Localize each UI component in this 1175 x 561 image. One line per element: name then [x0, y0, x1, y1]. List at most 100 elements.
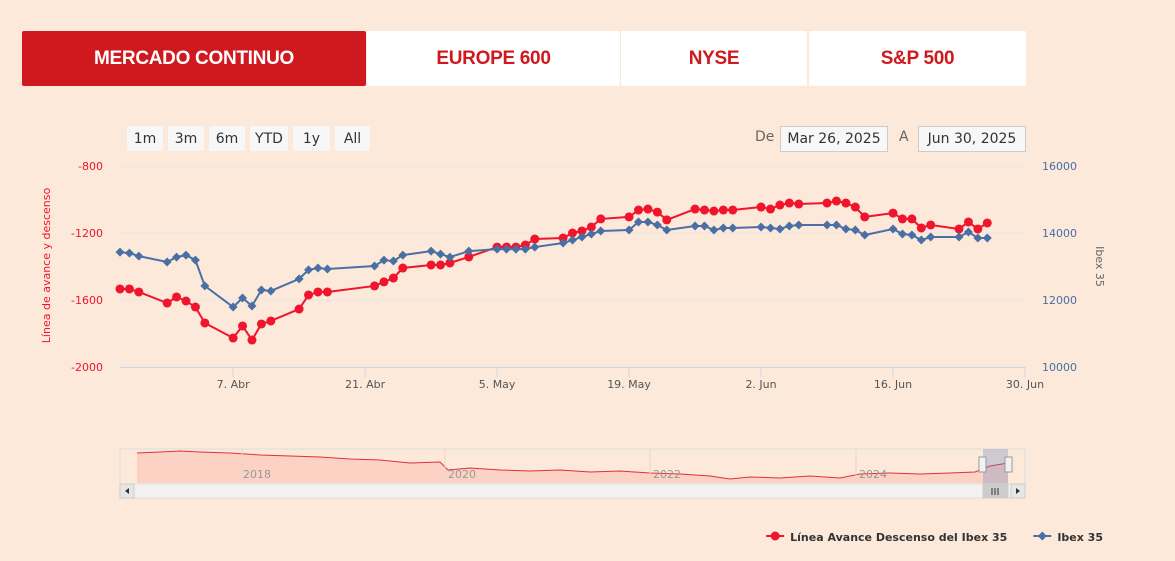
point [699, 221, 709, 231]
point [388, 256, 398, 266]
date-input[interactable]: Jun 30, 2025 [918, 126, 1026, 152]
point [322, 264, 332, 274]
point [124, 284, 134, 294]
scrollbar-button[interactable] [1010, 483, 1026, 499]
legend-symbol [1037, 531, 1047, 541]
legend-item: Ibex 35 [1033, 531, 1103, 544]
x-tick-label: 7. Abr [217, 378, 250, 391]
point [577, 232, 587, 242]
tab[interactable]: S&P 500 [809, 31, 1026, 86]
point [794, 220, 804, 230]
point [238, 321, 248, 331]
point [558, 233, 568, 243]
point [502, 244, 512, 254]
point [181, 296, 191, 306]
range-button[interactable]: 6m [209, 126, 245, 151]
point [445, 258, 455, 268]
point [888, 208, 898, 218]
point [624, 225, 634, 235]
point [190, 302, 200, 312]
point [464, 252, 474, 262]
point [916, 223, 926, 233]
navigator-line [136, 450, 1009, 480]
point [266, 316, 276, 326]
point [398, 263, 408, 273]
navigator-label: 2020 [448, 468, 476, 481]
point [897, 214, 907, 224]
y-axis-title: Línea de avance y descenso [40, 188, 53, 344]
point [313, 263, 323, 273]
navigator-label: 2018 [243, 468, 271, 481]
scrollbar-arrow [1016, 488, 1020, 494]
point [756, 222, 766, 232]
navigator-frame [119, 448, 1026, 485]
point [709, 206, 719, 216]
range-button[interactable]: 1y [293, 126, 330, 151]
y2-tick-label: 12000 [1042, 294, 1077, 307]
point [436, 260, 446, 270]
y2-tick-label: 16000 [1042, 160, 1077, 173]
point [370, 281, 380, 291]
point [426, 246, 436, 256]
scrollbar-track[interactable] [119, 483, 1026, 499]
point [624, 212, 634, 222]
point [558, 238, 568, 248]
scrollbar-button[interactable] [119, 483, 135, 499]
point [690, 221, 700, 231]
point [370, 261, 380, 271]
navigator-handle[interactable] [978, 456, 987, 473]
point [294, 274, 304, 284]
date-label: De [755, 129, 775, 145]
point [850, 202, 860, 212]
point [728, 223, 738, 233]
point [652, 220, 662, 230]
point [379, 277, 389, 287]
point [511, 244, 521, 254]
point [954, 224, 964, 234]
point [728, 205, 738, 215]
point [228, 333, 238, 343]
point [841, 224, 851, 234]
navigator-handle[interactable] [1004, 456, 1013, 473]
point [907, 214, 917, 224]
point [596, 214, 606, 224]
point [256, 285, 266, 295]
range-button[interactable]: 3m [168, 126, 204, 151]
point [124, 248, 134, 258]
point [643, 204, 653, 214]
point [228, 302, 238, 312]
range-button[interactable]: YTD [250, 126, 288, 151]
point [756, 202, 766, 212]
point [464, 246, 474, 256]
point [633, 217, 643, 227]
navigator-label: 2022 [653, 468, 681, 481]
tab[interactable]: EUROPE 600 [367, 31, 620, 86]
point [162, 298, 172, 308]
scrollbar-thumb[interactable] [982, 483, 1009, 499]
point [841, 198, 851, 208]
point [831, 196, 841, 206]
range-button[interactable]: 1m [127, 126, 163, 151]
y-tick-label: -800 [78, 160, 103, 173]
point [172, 252, 182, 262]
x-tick-label: 16. Jun [874, 378, 912, 391]
point [134, 287, 144, 297]
point [775, 200, 785, 210]
y-tick-label: -1200 [71, 227, 103, 240]
point [982, 218, 992, 228]
point [266, 286, 276, 296]
point [596, 226, 606, 236]
point [662, 215, 672, 225]
point [822, 198, 832, 208]
x-tick-label: 30. Jun [1006, 378, 1044, 391]
date-input[interactable]: Mar 26, 2025 [780, 126, 888, 152]
range-button[interactable]: All [335, 126, 370, 151]
x-tick-label: 19. May [607, 378, 651, 391]
point [520, 244, 530, 254]
point [718, 223, 728, 233]
point [238, 293, 248, 303]
tab[interactable]: NYSE [621, 31, 807, 86]
point [765, 223, 775, 233]
tab[interactable]: MERCADO CONTINUO [22, 31, 366, 86]
